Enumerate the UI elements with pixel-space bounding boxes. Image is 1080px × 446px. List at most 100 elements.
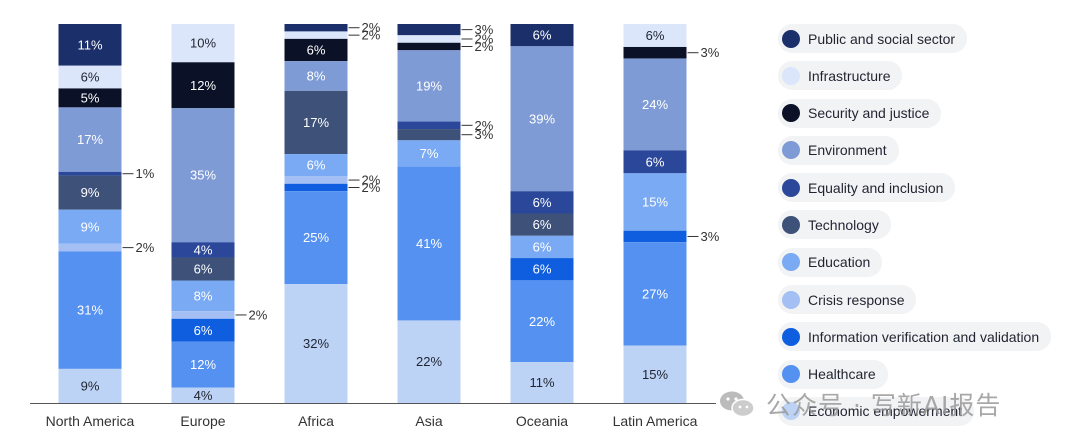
legend-label: Security and justice — [808, 105, 930, 122]
bar-segment-2-6 — [171, 257, 235, 281]
callout-label: 2% — [362, 20, 381, 35]
data-label: 11% — [77, 37, 102, 52]
stacked-bar-chart: 11% 6% 5% 17% 1% 9% 9% 2% 31% 9% North America 10% 1… — [30, 20, 720, 429]
bar-segment-1-1 — [58, 24, 122, 66]
data-label: 10% — [190, 36, 216, 51]
legend-item-11: Economic empowerment — [778, 396, 975, 426]
bar-segment-6-4 — [623, 58, 687, 151]
category-label: North America — [46, 413, 135, 429]
data-label: 6% — [194, 262, 213, 277]
callout-label: 2% — [136, 240, 155, 255]
data-label: 22% — [416, 354, 442, 369]
data-label: 24% — [642, 97, 668, 112]
legend-swatch — [782, 141, 800, 160]
callout-label: 2% — [249, 307, 268, 322]
bar-segment-3-6 — [284, 90, 348, 155]
bar-segment-5-7 — [510, 235, 574, 259]
data-label: 6% — [533, 239, 552, 254]
legend-row: Infrastructure — [778, 61, 1078, 98]
legend-item-3: Security and justice — [778, 98, 942, 128]
data-label: 4% — [194, 388, 213, 403]
legend-swatch — [782, 253, 800, 272]
bar-segment-1-4 — [58, 107, 122, 172]
bar-segment-6-2 — [623, 24, 687, 47]
data-label: 12% — [190, 78, 216, 93]
legend-label: Crisis response — [808, 291, 905, 308]
bar-segment-2-8 — [171, 311, 235, 319]
bar-segment-1-3 — [58, 88, 122, 108]
legend-swatch — [782, 29, 800, 48]
bar-segment-2-10 — [171, 341, 235, 388]
data-label: 19% — [416, 78, 442, 93]
data-label: 25% — [303, 230, 329, 245]
data-label: 6% — [646, 28, 665, 43]
data-label: 15% — [642, 195, 668, 210]
bar-segment-3-9 — [284, 183, 348, 192]
bar-segment-3-3 — [284, 38, 348, 62]
callout-label: 2% — [362, 28, 381, 43]
legend-swatch — [782, 365, 800, 384]
bar-segment-2-4 — [171, 108, 235, 243]
data-label: 7% — [420, 146, 439, 161]
data-label: 41% — [416, 236, 442, 251]
bar-segment-5-6 — [510, 213, 574, 236]
legend-item-9: Information verification and validation — [778, 322, 1052, 352]
legend-swatch — [782, 66, 800, 85]
bar-segment-6-7 — [623, 173, 687, 231]
bar-segment-5-10 — [510, 280, 574, 363]
bar-segment-3-4 — [284, 61, 348, 91]
bar-segment-4-2 — [397, 35, 461, 43]
data-label: 9% — [81, 185, 100, 200]
data-label: 6% — [533, 195, 552, 210]
bar-segment-4-4 — [397, 50, 461, 122]
legend-swatch — [782, 327, 800, 346]
callout-label: 1% — [136, 166, 155, 181]
data-label: 6% — [533, 28, 552, 43]
bar-segment-6-11 — [623, 345, 687, 403]
bar-segment-1-11 — [58, 368, 122, 403]
bar-segment-1-2 — [58, 65, 122, 89]
data-label: 5% — [81, 90, 100, 105]
bar-segment-5-4 — [510, 46, 574, 192]
bar-segment-3-10 — [284, 191, 348, 285]
data-label: 6% — [646, 154, 665, 169]
data-label: 35% — [190, 168, 216, 183]
data-label: 12% — [190, 357, 216, 372]
bar-segment-4-7 — [397, 140, 461, 167]
bar-segment-1-7 — [58, 209, 122, 244]
data-label: 17% — [303, 115, 329, 130]
bar-segment-5-9 — [510, 258, 574, 281]
legend-row: Public and social sector — [778, 24, 1078, 61]
legend-label: Education — [808, 254, 871, 271]
legend-label: Public and social sector — [808, 30, 956, 47]
legend-row: Healthcare — [778, 359, 1078, 397]
bar-segment-3-7 — [284, 154, 348, 177]
legend-row: Economic empowerment — [778, 396, 1078, 434]
watermark: 公众号 · 写新AI报告 — [718, 382, 1058, 426]
legend-row: Education — [778, 247, 1078, 285]
legend-swatch — [782, 104, 800, 123]
callout-label: 2% — [362, 173, 381, 188]
bar-segment-6-9 — [623, 230, 687, 243]
legend-item-8: Crisis response — [778, 285, 917, 315]
chart-legend: Public and social sector Infrastructure Se… — [778, 24, 1078, 434]
wechat-icon — [720, 391, 755, 418]
legend-item-1: Public and social sector — [778, 24, 968, 53]
bar-segment-2-11 — [171, 387, 235, 403]
bar-segment-3-2 — [284, 31, 348, 39]
legend-row: Environment — [778, 135, 1078, 173]
legend-swatch — [782, 290, 800, 309]
callout-label: 3% — [475, 127, 494, 142]
callout-label: 2% — [475, 39, 494, 54]
data-label: 39% — [529, 111, 555, 126]
bar-segment-2-5 — [171, 242, 235, 258]
bar-segment-1-5 — [58, 171, 122, 176]
bar-segment-4-3 — [397, 42, 461, 51]
bar-segment-4-1 — [397, 24, 461, 36]
legend-row: Crisis response — [778, 285, 1078, 322]
data-label: 6% — [307, 43, 326, 58]
bar-segment-3-8 — [284, 176, 348, 184]
legend-swatch — [782, 178, 800, 197]
data-label: 32% — [303, 336, 329, 351]
data-label: 17% — [77, 132, 103, 147]
